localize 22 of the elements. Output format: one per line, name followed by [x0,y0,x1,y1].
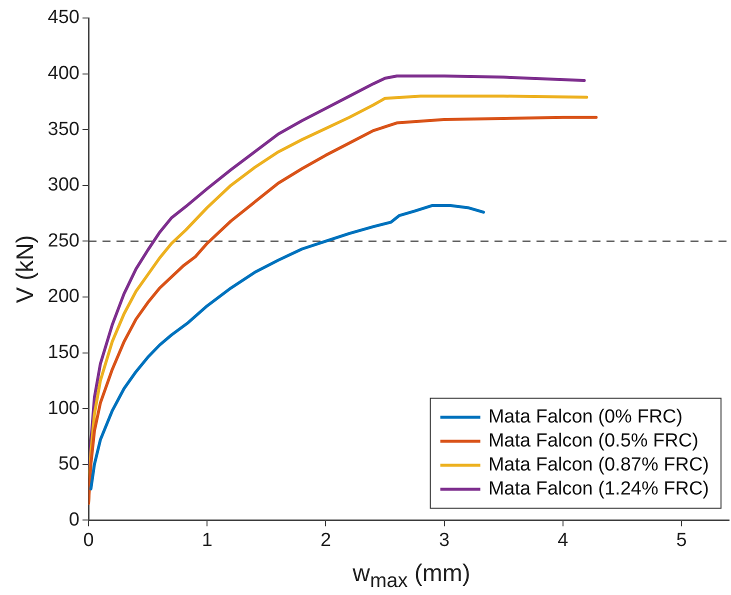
y-tick-label: 250 [48,230,80,252]
x-tick-label: 1 [202,530,212,551]
x-tick-label: 4 [558,530,569,551]
y-tick-label: 0 [68,509,80,530]
legend-label: Mata Falcon (1.24% FRC) [488,478,710,500]
legend-label: Mata Falcon (0% FRC) [488,406,683,428]
y-tick-label: 450 [48,7,80,28]
y-tick-label: 400 [48,63,80,84]
x-tick-label: 5 [676,530,687,551]
y-tick-label: 50 [58,454,80,475]
x-tick-label: 0 [83,530,94,551]
y-axis-title: V (kN) [12,235,40,304]
y-tick-label: 200 [48,286,80,308]
legend-label: Mata Falcon (0.5% FRC) [488,430,698,452]
y-tick-label: 150 [48,342,80,364]
y-tick-label: 300 [48,174,80,196]
x-axis-title: w$_{max}$ (mm) [352,560,472,593]
legend-label: Mata Falcon (0.87% FRC) [488,454,710,476]
x-tick-label: 3 [439,530,450,551]
x-tick-label: 2 [320,530,332,551]
y-tick-label: 350 [48,118,80,140]
y-tick-label: 100 [48,398,80,419]
